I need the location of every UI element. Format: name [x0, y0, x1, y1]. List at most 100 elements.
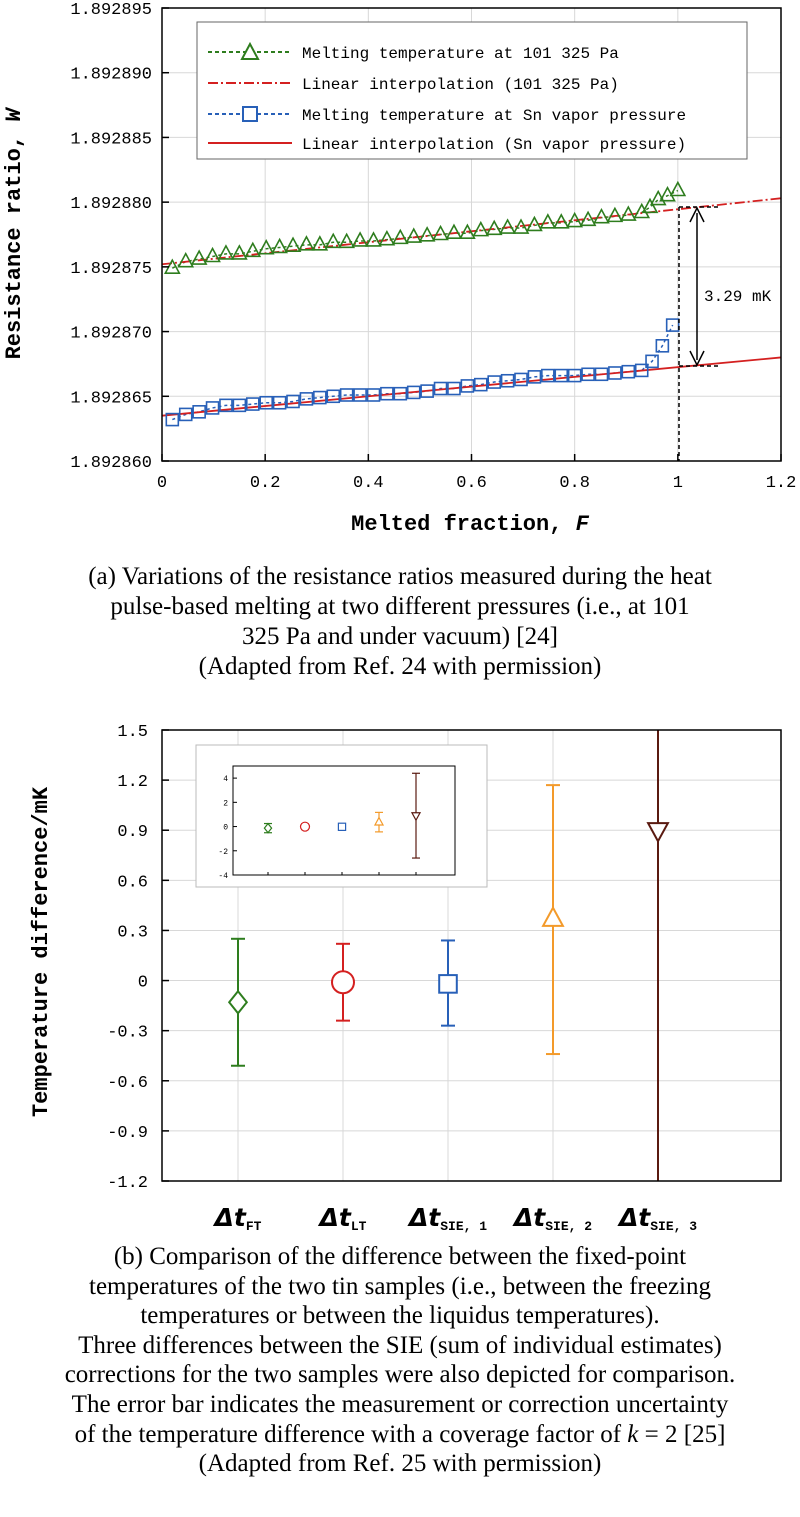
- data-point-triangle: [472, 220, 490, 237]
- data-point-triangle: [526, 215, 543, 232]
- data-point-square: [178, 407, 193, 422]
- data-point-triangle: [459, 223, 476, 240]
- data-point-square: [420, 384, 434, 398]
- legend-entry-2: Melting temperature at Sn vapor pressure: [302, 107, 686, 125]
- data-point-square: [645, 354, 659, 369]
- chart-b-plot-frame: [161, 729, 782, 1182]
- chart-a-legend: Melting temperature at 101 325 Pa Linear…: [196, 21, 748, 160]
- caption-b-line: temperatures of the two tin samples (i.e…: [89, 1272, 711, 1300]
- y-tick-label: 1.892875: [70, 260, 152, 279]
- data-point-triangle: [418, 226, 436, 242]
- x-tick-label: 0.4: [353, 474, 384, 493]
- caption-b-line: of the temperature difference with a cov…: [74, 1420, 726, 1448]
- data-point-square: [447, 381, 461, 396]
- marker-square: [337, 822, 347, 831]
- inset-y-tick-label: 4: [223, 775, 228, 784]
- category-label: ΔtLT: [318, 1203, 367, 1234]
- data-point-triangle: [365, 231, 382, 247]
- data-point-square: [621, 364, 636, 379]
- data-point-square: [581, 367, 595, 382]
- data-point-square: [219, 398, 233, 413]
- caption-b-line: temperatures or between the liquidus tem…: [140, 1302, 660, 1330]
- marker-diamond: [227, 989, 249, 1015]
- data-point-square: [259, 395, 273, 410]
- marker-triangle-down: [646, 822, 670, 844]
- category-label: ΔtSIE, 1: [407, 1203, 487, 1234]
- data-point-triangle: [298, 235, 315, 251]
- data-point-triangle: [177, 251, 195, 268]
- data-point-square: [165, 412, 180, 427]
- y-tick-label: 1.892895: [70, 1, 152, 20]
- chart-a-arrow-head-bottom: [689, 350, 705, 367]
- data-point-triangle: [499, 218, 516, 234]
- category-label: ΔtSIE, 3: [617, 1203, 697, 1234]
- y-tick-label: 0.6: [117, 873, 148, 892]
- data-point-triangle: [378, 229, 396, 246]
- marker-triangle-down: [410, 812, 422, 822]
- y-tick-label: 1.892860: [70, 454, 152, 473]
- data-point-triangle: [271, 237, 288, 254]
- marker-diamond: [263, 822, 273, 834]
- data-point-triangle: [204, 246, 221, 263]
- data-point-square: [665, 318, 680, 332]
- marker-square: [438, 974, 458, 994]
- y-tick-label: 1.5: [117, 723, 148, 742]
- chart-a-x-ticks: 0 0.2 0.4 0.6 0.8 1 1.2: [157, 454, 796, 493]
- data-point-triangle: [619, 205, 637, 221]
- data-point-square: [286, 394, 300, 409]
- y-tick-label: 0.3: [117, 923, 148, 942]
- data-point-square: [608, 366, 622, 380]
- inset-y-tick-label: -2: [218, 848, 228, 857]
- inset-y-tick-label: -4: [218, 872, 228, 881]
- legend-triangle-icon: [240, 41, 260, 60]
- x-tick-label: 0.2: [250, 474, 281, 493]
- y-tick-label: 1.892865: [70, 389, 152, 408]
- data-point-square: [473, 377, 488, 392]
- inset-background: [195, 744, 488, 888]
- marker-triangle: [541, 905, 565, 927]
- y-tick-label: 1.892885: [70, 130, 152, 149]
- data-point-triangle: [284, 236, 302, 252]
- y-tick-label: 1.892880: [70, 195, 152, 214]
- caption-a-line: (Adapted from Ref. 24 with permission): [198, 653, 602, 680]
- data-point-square: [514, 372, 528, 387]
- x-tick-label: 1: [673, 474, 683, 493]
- chart-a-annotation: 3.29 mK: [704, 288, 772, 306]
- data-point-triangle: [485, 219, 503, 236]
- legend-square-icon: [242, 106, 258, 122]
- y-tick-label: 1.892890: [70, 66, 152, 85]
- data-point-square: [245, 397, 260, 411]
- data-point-square: [433, 381, 448, 396]
- caption-a-line: (a) Variations of the resistance ratios …: [88, 563, 712, 590]
- y-tick-label: -0.3: [107, 1024, 148, 1043]
- data-point-triangle: [512, 218, 530, 234]
- caption-b-line: Three differences between the SIE (sum o…: [78, 1331, 722, 1359]
- y-tick-label: -0.6: [107, 1074, 148, 1093]
- category-label: ΔtSIE, 2: [512, 1203, 592, 1234]
- data-point-triangle: [257, 239, 275, 255]
- caption-b-line: The error bar indicates the measurement …: [71, 1390, 729, 1418]
- legend-entry-0: Melting temperature at 101 325 Pa: [302, 45, 619, 63]
- chart-a-arrow-head-top: [689, 206, 705, 223]
- data-point-square: [339, 388, 354, 402]
- data-point-square: [554, 368, 569, 383]
- data-point-triangle: [593, 207, 610, 224]
- legend-entry-1: Linear interpolation (101 325 Pa): [302, 76, 619, 94]
- y-tick-label: 1.2: [117, 773, 148, 792]
- data-point-square: [232, 398, 247, 413]
- data-point-square: [366, 388, 381, 402]
- data-point-square: [299, 392, 314, 406]
- inset-y-tick-label: 0: [223, 824, 228, 833]
- x-tick-label: 0.8: [559, 474, 590, 493]
- chart-b-inset: -4 -2 0 2 4: [195, 744, 488, 888]
- caption-b: (b) Comparison of the difference between…: [40, 1242, 760, 1479]
- data-point-triangle: [190, 249, 208, 265]
- caption-a-line: pulse-based melting at two different pre…: [110, 593, 690, 620]
- data-point-triangle: [432, 224, 449, 241]
- data-point-square: [487, 375, 501, 389]
- data-point-triangle: [324, 232, 342, 249]
- data-point-square: [353, 388, 367, 402]
- chart-a-x-axis-label: Melted fraction, F: [351, 512, 589, 537]
- data-point-square: [406, 385, 421, 400]
- data-point-square: [192, 405, 206, 419]
